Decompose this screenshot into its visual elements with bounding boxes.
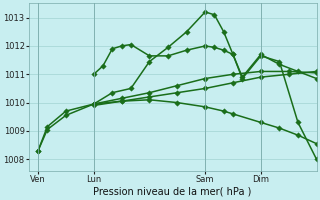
X-axis label: Pression niveau de la mer( hPa ): Pression niveau de la mer( hPa ): [93, 187, 252, 197]
